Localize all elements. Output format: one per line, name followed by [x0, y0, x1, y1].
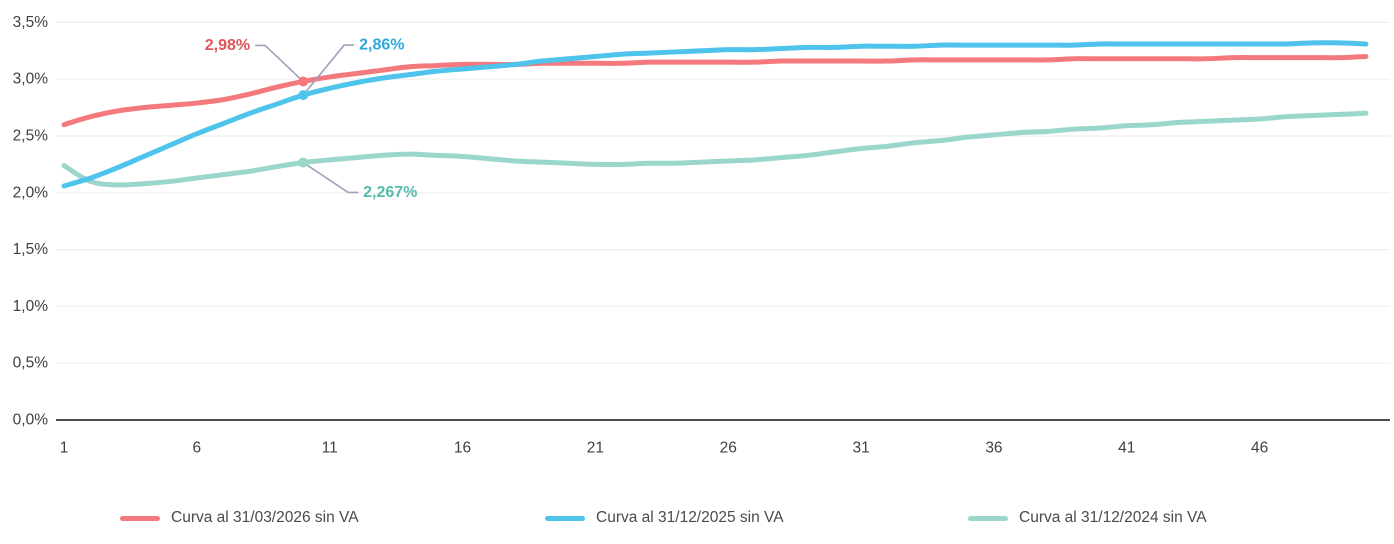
data-point-marker [298, 76, 309, 87]
annotation-leader-line [302, 44, 355, 96]
x-axis-tick-label: 41 [1118, 440, 1135, 457]
y-axis-tick-label: 0,0% [13, 412, 49, 429]
legend-item: Curva al 31/03/2026 sin VA [120, 504, 359, 532]
data-point-marker [298, 90, 309, 101]
series-line [61, 40, 1369, 189]
line-chart: 0,0%0,5%1,0%1,5%2,0%2,5%3,0%3,5%1 6 11 16 21… [13, 14, 1390, 457]
x-axis-tick-label: 16 [454, 440, 471, 457]
annotation-label: 2,267% [363, 184, 417, 201]
x-axis-tick-label: 21 [587, 440, 604, 457]
legend-swatch-icon [120, 515, 160, 521]
y-axis-tick-label: 0,5% [13, 355, 49, 372]
series-line [61, 110, 1369, 188]
x-axis-tick-label: 6 [193, 440, 202, 457]
annotation-label: 2,98% [205, 37, 250, 54]
y-axis-tick-label: 1,0% [13, 298, 49, 315]
y-axis-tick-label: 2,0% [13, 184, 49, 201]
annotation-leader-line [255, 44, 304, 83]
legend-label: Curva al 31/12/2025 sin VA [596, 509, 784, 526]
y-axis-tick-label: 1,5% [13, 241, 49, 258]
chart-legend: Curva al 31/03/2026 sin VA Curva al 31/12… [0, 504, 1394, 534]
x-axis-tick-label: 11 [322, 440, 338, 457]
legend-item: Curva al 31/12/2025 sin VA [545, 504, 784, 532]
x-axis-tick-label: 26 [720, 440, 737, 457]
x-axis-tick-label: 1 [60, 440, 69, 457]
y-axis-tick-label: 2,5% [13, 128, 49, 145]
legend-swatch-icon [968, 515, 1008, 521]
y-axis-tick-label: 3,0% [13, 71, 49, 88]
x-axis-tick-label: 36 [985, 440, 1002, 457]
legend-item: Curva al 31/12/2024 sin VA [968, 504, 1207, 532]
legend-label: Curva al 31/03/2026 sin VA [171, 509, 359, 526]
x-axis-tick-label: 46 [1251, 440, 1268, 457]
legend-label: Curva al 31/12/2024 sin VA [1019, 509, 1207, 526]
data-point-marker [298, 157, 309, 168]
x-axis-tick-label: 31 [852, 440, 869, 457]
annotation-leader-line [302, 161, 359, 194]
y-axis-tick-label: 3,5% [13, 14, 49, 31]
legend-swatch-icon [545, 515, 585, 521]
series-line [61, 53, 1369, 128]
annotation-label: 2,86% [359, 37, 404, 54]
